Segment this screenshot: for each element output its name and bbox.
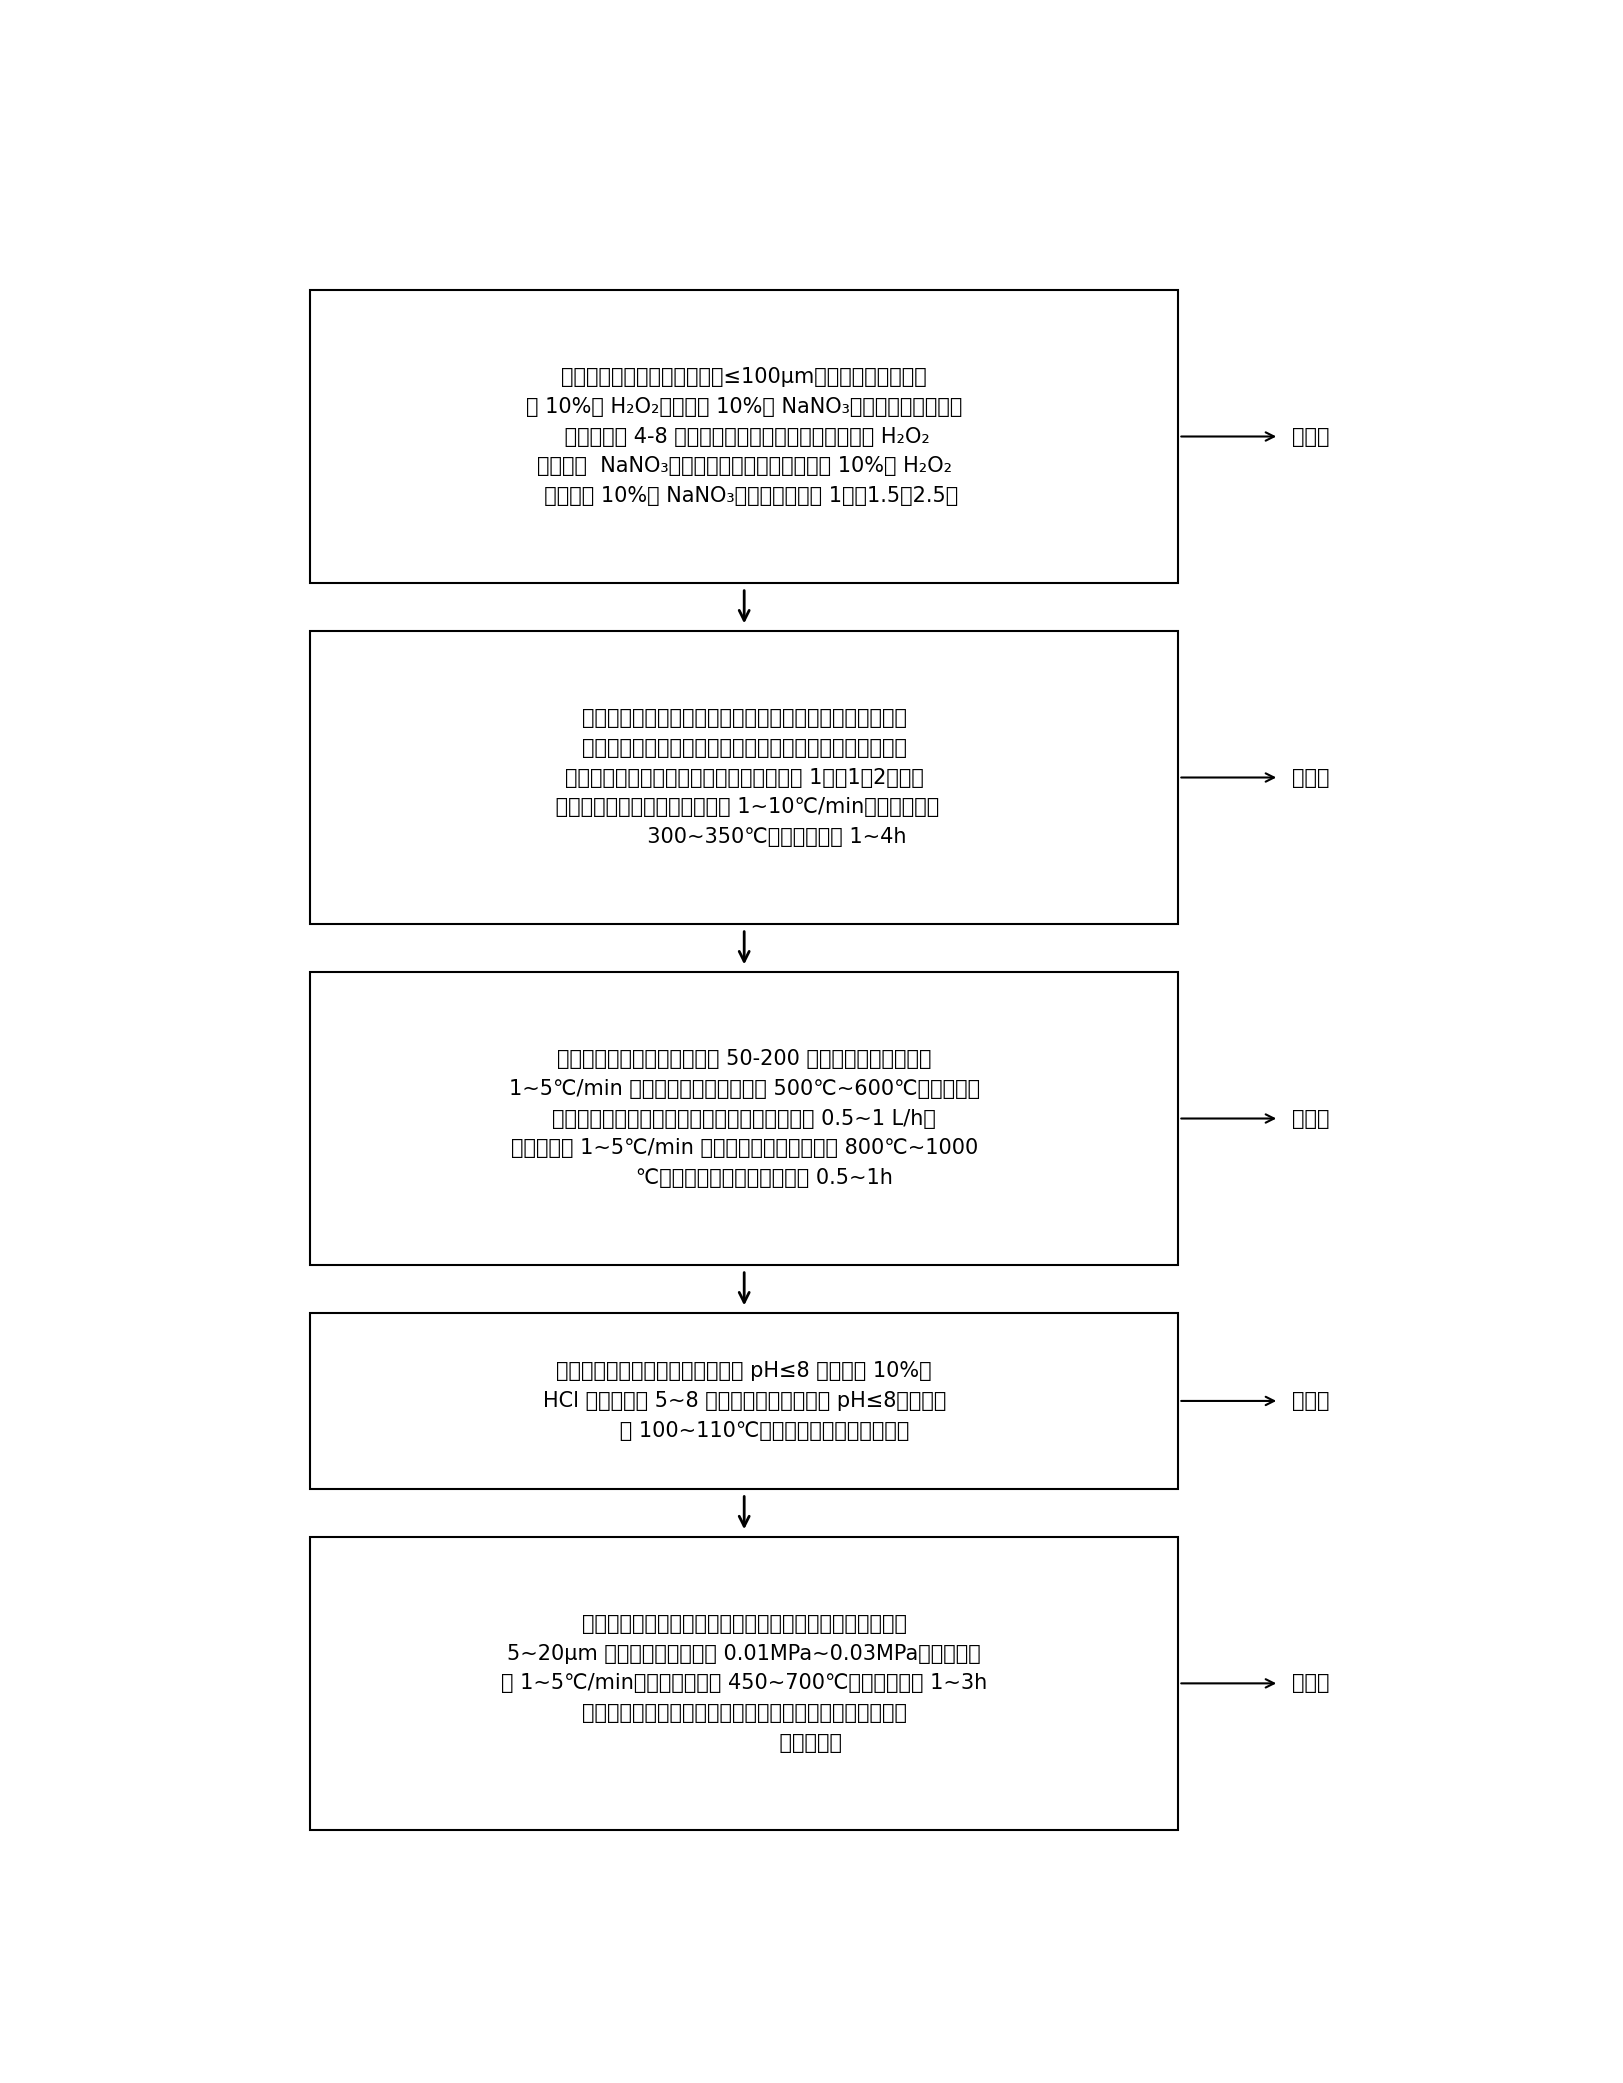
Bar: [310, 973, 1178, 1264]
Text: 步骤五: 步骤五: [1290, 1673, 1328, 1693]
Text: 步骤二: 步骤二: [1290, 767, 1328, 787]
Text: 将步骤一所得的产物与复合硷金属氢氧化物混合，加热使复
合硷金属氢氧化物燕融同时进行初次活化处理，所述石油焦
或沥青焦与复合硷金属氢氧化物的质量比为 1：（1～2: 将步骤一所得的产物与复合硷金属氢氧化物混合，加热使复 合硷金属氢氧化物燕融同时进…: [549, 708, 938, 846]
Bar: [310, 631, 1178, 925]
Text: 步骤三: 步骤三: [1290, 1108, 1328, 1129]
Text: 步骤一: 步骤一: [1290, 427, 1328, 446]
Bar: [310, 1312, 1178, 1489]
Text: 将步骤四所制得的多孔炭材料进行球磨和筛分，选择粒径为
5~20μm 的粉末，再在压力为 0.01MPa~0.03MPa、升温速率
为 1~5℃/min、热处理温: 将步骤四所制得的多孔炭材料进行球磨和筛分，选择粒径为 5~20μm 的粉末，再在…: [502, 1614, 987, 1752]
Bar: [310, 290, 1178, 583]
Text: 将步骤三所得活化产物加水洗涤至 pH≤8 后，加入 10%的
HCl 溶液，浸泡 5~8 小时，继续加水洗涤至 pH≤8，过滤后
      在 100~110: 将步骤三所得活化产物加水洗涤至 pH≤8 后，加入 10%的 HCl 溶液，浸泡…: [542, 1362, 945, 1441]
Bar: [310, 1537, 1178, 1829]
Text: 将步骤二所得产物趁热造粒到 50-200 目后放入管式炉中，按
1~5℃/min 的升温速率加热至温度为 500℃~600℃，然后开始
通入水蜨气进行二次活化处: 将步骤二所得产物趁热造粒到 50-200 目后放入管式炉中，按 1~5℃/min…: [508, 1050, 979, 1187]
Text: 将石油焦或沥青焦破碎至粒径≤100μm，然后加入到一定量
的 10%的 H₂O₂溶液或者 10%的 NaNO₃溶液中，混合均匀后
 常温下静置 4-8 小时，过: 将石油焦或沥青焦破碎至粒径≤100μm，然后加入到一定量 的 10%的 H₂O₂…: [526, 367, 962, 506]
Text: 步骤四: 步骤四: [1290, 1391, 1328, 1410]
